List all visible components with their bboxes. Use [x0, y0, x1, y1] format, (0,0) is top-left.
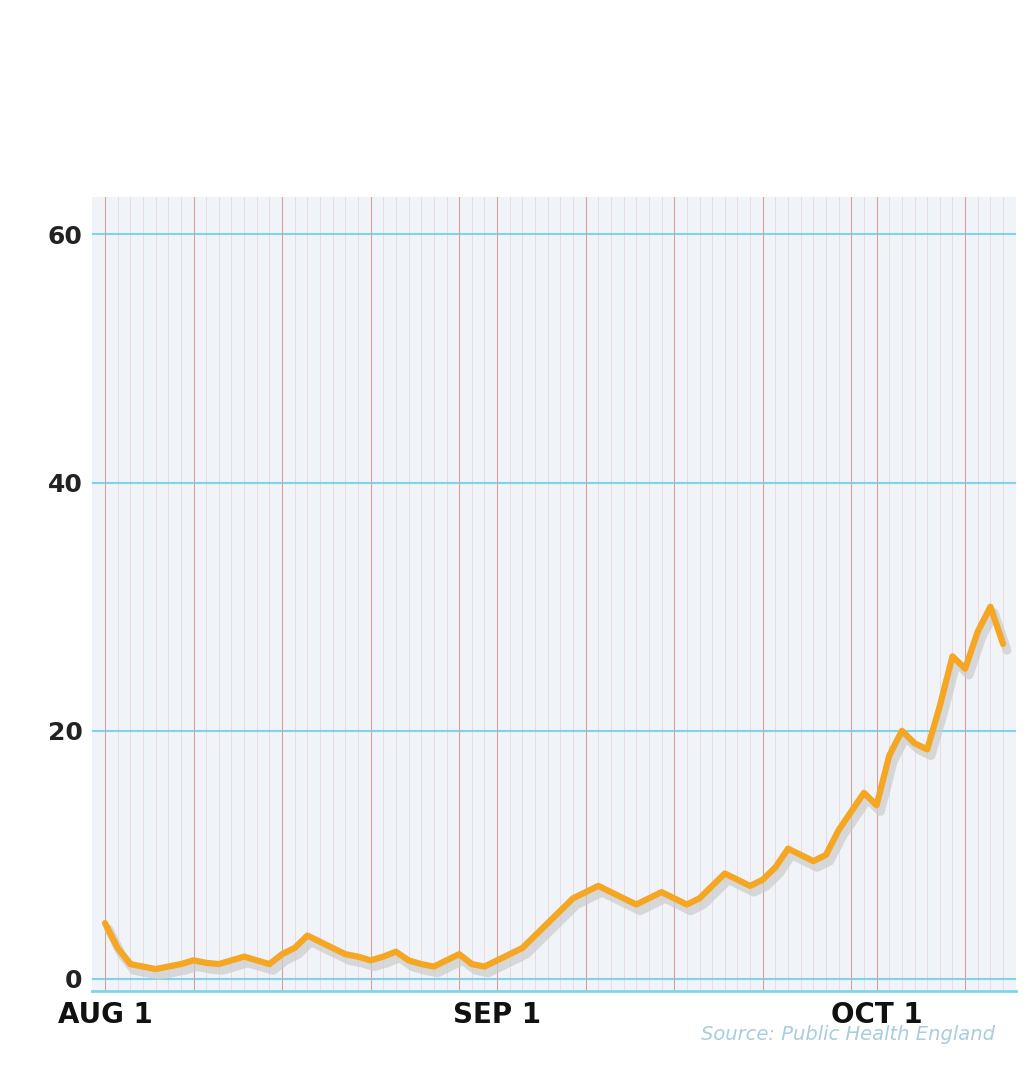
Text: Weekly Covid-19 cases per 100,000 people: Weekly Covid-19 cases per 100,000 people [21, 131, 756, 160]
Text: Canterbury covid infection rate: Canterbury covid infection rate [21, 52, 904, 100]
Text: Source: Public Health England: Source: Public Health England [701, 1024, 995, 1044]
